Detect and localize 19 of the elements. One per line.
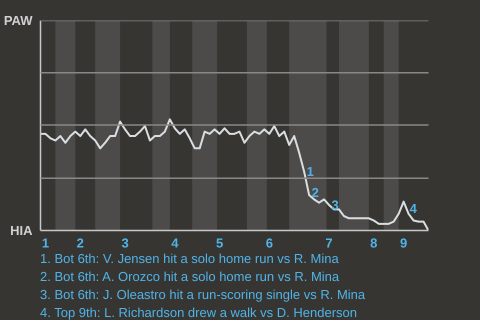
- text: PAW: [4, 13, 34, 28]
- x-tick-label: 7: [325, 236, 333, 250]
- text: 1. Bot 6th: V. Jensen hit a solo home run vs R. Mina: [40, 250, 340, 268]
- annotation: 2: [312, 185, 319, 200]
- text: HIA: [10, 223, 34, 238]
- annotation: 3: [332, 197, 339, 212]
- x-tick-label: 1: [42, 236, 50, 250]
- x-tick-label: 5: [216, 236, 224, 250]
- x-tick-label: 2: [76, 236, 84, 250]
- x-tick-label: 8: [370, 236, 378, 250]
- x-tick-label: 9: [400, 236, 408, 250]
- text: 3. Bot 6th: J. Oleastro hit a run-scoring single vs R. Mina: [40, 286, 366, 304]
- text: 2. Bot 6th: A. Orozco hit a solo home run vs R. Mina: [40, 268, 340, 286]
- x-tick-label: 3: [121, 236, 129, 250]
- text: 4. Top 9th: L. Richardson drew a walk vs D. Henderson: [40, 304, 358, 320]
- x-tick-label: 6: [266, 236, 273, 250]
- x-tick-label: 4: [171, 236, 180, 250]
- annotation: 4: [410, 200, 418, 216]
- annotation: 1: [306, 164, 314, 180]
